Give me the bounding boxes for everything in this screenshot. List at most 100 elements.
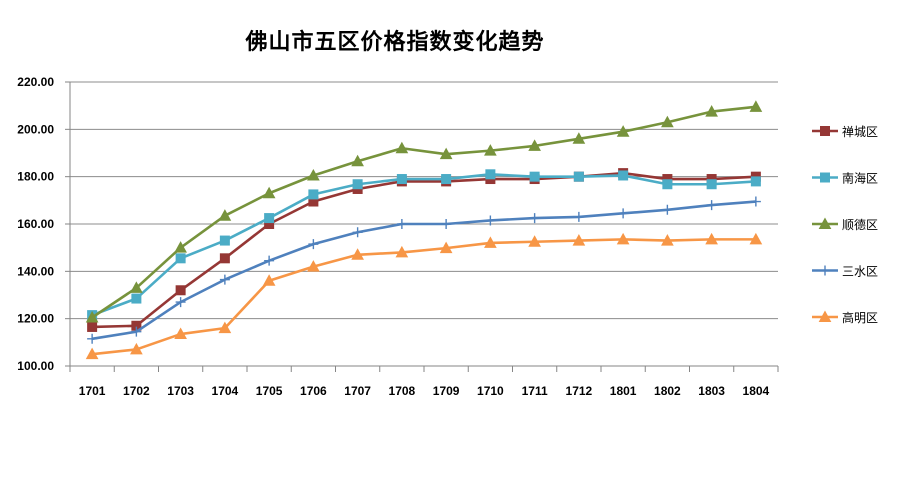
series-line xyxy=(91,238,756,356)
legend-marker xyxy=(820,126,830,136)
data-point xyxy=(351,248,364,260)
x-tick-label: 1712 xyxy=(566,384,593,398)
y-tick-label: 200.00 xyxy=(17,122,54,136)
data-point xyxy=(307,260,320,272)
legend-label: 南海区 xyxy=(842,171,878,186)
data-point xyxy=(396,174,407,185)
series-line xyxy=(91,105,757,319)
x-tick-label: 1704 xyxy=(212,384,239,398)
data-point xyxy=(441,219,452,229)
series-line xyxy=(91,173,756,317)
data-point xyxy=(174,327,187,340)
data-point xyxy=(262,274,276,286)
data-point xyxy=(662,179,673,190)
data-point xyxy=(661,115,674,128)
data-point xyxy=(352,227,363,238)
series-line xyxy=(92,171,756,329)
data-point xyxy=(661,234,674,246)
data-point xyxy=(395,141,409,154)
data-point xyxy=(175,253,186,264)
data-point xyxy=(395,245,409,258)
data-point xyxy=(351,154,364,167)
data-point xyxy=(264,213,275,224)
data-point xyxy=(485,169,496,180)
data-point xyxy=(750,196,761,207)
data-point xyxy=(618,170,629,181)
legend-marker xyxy=(820,265,830,276)
data-point xyxy=(396,219,407,229)
x-tick-label: 1710 xyxy=(477,384,504,398)
data-point xyxy=(528,235,541,247)
data-point xyxy=(175,285,186,296)
data-point xyxy=(484,236,497,248)
x-tick-label: 1701 xyxy=(79,384,106,398)
data-point xyxy=(219,253,230,264)
data-point xyxy=(175,297,186,308)
legend-marker xyxy=(820,172,830,183)
x-tick-label: 1709 xyxy=(433,384,460,398)
data-point xyxy=(439,241,453,254)
x-tick-label: 1804 xyxy=(743,384,770,398)
series-line xyxy=(91,200,756,341)
data-point xyxy=(706,179,717,190)
data-point xyxy=(85,310,99,323)
y-tick-label: 100.00 xyxy=(17,359,54,373)
x-tick-label: 1708 xyxy=(389,384,416,398)
data-point xyxy=(750,176,761,187)
data-point xyxy=(218,321,232,334)
data-point xyxy=(616,232,630,245)
data-point xyxy=(529,213,540,224)
data-point xyxy=(573,171,584,182)
data-point xyxy=(705,232,718,245)
data-point xyxy=(219,274,230,285)
data-point xyxy=(573,211,584,222)
legend-label: 高明区 xyxy=(842,310,878,325)
data-point xyxy=(529,171,540,182)
x-tick-label: 1802 xyxy=(654,384,681,398)
chart-title: 佛山市五区价格指数变化趋势 xyxy=(245,29,545,55)
data-point xyxy=(130,281,143,293)
data-point xyxy=(174,241,187,253)
data-point xyxy=(572,132,586,144)
data-point xyxy=(87,333,98,344)
data-point xyxy=(749,100,763,112)
x-tick-label: 1703 xyxy=(167,384,194,398)
legend-label: 三水区 xyxy=(842,265,878,279)
data-point xyxy=(439,147,453,160)
x-tick-label: 1706 xyxy=(300,384,327,398)
data-point xyxy=(218,209,232,221)
data-point xyxy=(87,321,98,332)
data-point xyxy=(308,189,319,200)
data-point xyxy=(616,125,630,137)
data-point xyxy=(131,293,142,304)
y-tick-label: 220.00 xyxy=(17,75,54,89)
data-point xyxy=(264,255,275,266)
x-tick-label: 1705 xyxy=(256,384,283,398)
x-tick-label: 1702 xyxy=(123,384,150,398)
y-tick-label: 140.00 xyxy=(17,264,54,278)
data-point xyxy=(262,186,276,199)
y-tick-label: 180.00 xyxy=(17,170,54,184)
data-point xyxy=(307,168,320,181)
data-point xyxy=(85,347,99,360)
x-tick-label: 1711 xyxy=(522,384,548,398)
x-tick-label: 1801 xyxy=(610,384,637,398)
legend-marker xyxy=(818,310,832,322)
data-point xyxy=(485,215,496,226)
y-tick-label: 120.00 xyxy=(17,312,54,326)
y-tick-label: 160.00 xyxy=(17,217,54,231)
data-point xyxy=(441,174,452,185)
data-point xyxy=(528,139,541,151)
data-point xyxy=(618,208,629,219)
data-point xyxy=(572,234,586,246)
data-point xyxy=(131,326,142,337)
data-point xyxy=(308,239,319,250)
data-point xyxy=(484,144,497,156)
data-point xyxy=(352,179,363,190)
data-point xyxy=(706,200,717,211)
x-tick-label: 1707 xyxy=(344,384,371,398)
data-point xyxy=(749,232,763,245)
legend-label: 禅城区 xyxy=(842,125,878,139)
